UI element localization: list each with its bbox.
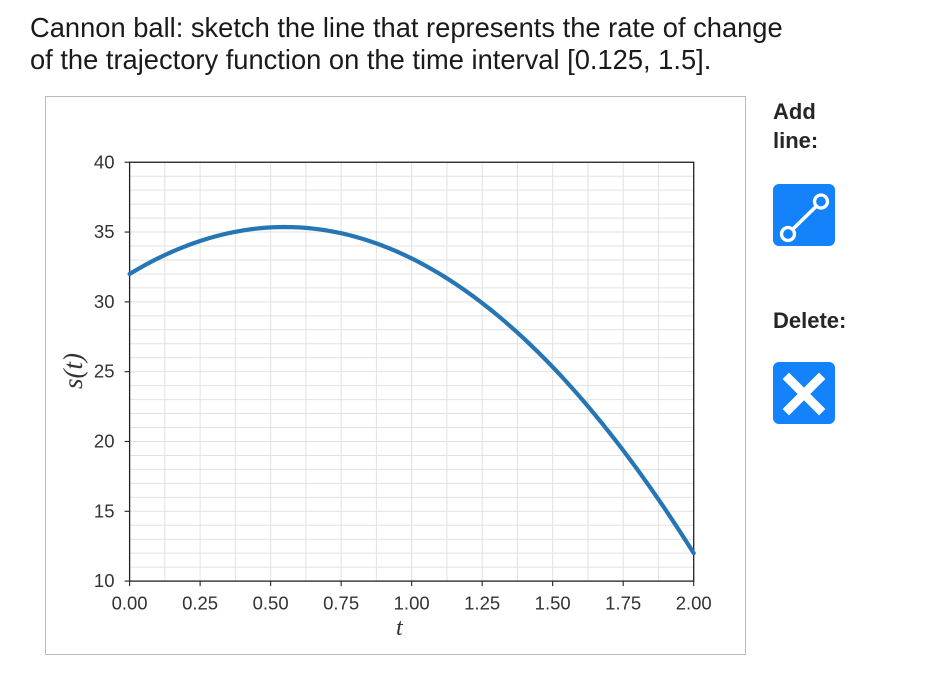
svg-text:0.25: 0.25: [182, 593, 218, 614]
svg-text:1.00: 1.00: [394, 593, 430, 614]
svg-text:0.50: 0.50: [253, 593, 289, 614]
svg-text:1.25: 1.25: [464, 593, 500, 614]
svg-text:30: 30: [94, 291, 115, 312]
svg-text:2.00: 2.00: [676, 593, 712, 614]
svg-text:10: 10: [94, 570, 115, 591]
svg-text:40: 40: [94, 151, 115, 172]
svg-text:0.00: 0.00: [112, 593, 148, 614]
svg-text:15: 15: [94, 500, 115, 521]
svg-text:1.75: 1.75: [605, 593, 641, 614]
svg-text:0.75: 0.75: [323, 593, 359, 614]
svg-text:20: 20: [94, 430, 115, 451]
svg-text:35: 35: [94, 221, 115, 242]
svg-text:1.50: 1.50: [535, 593, 571, 614]
